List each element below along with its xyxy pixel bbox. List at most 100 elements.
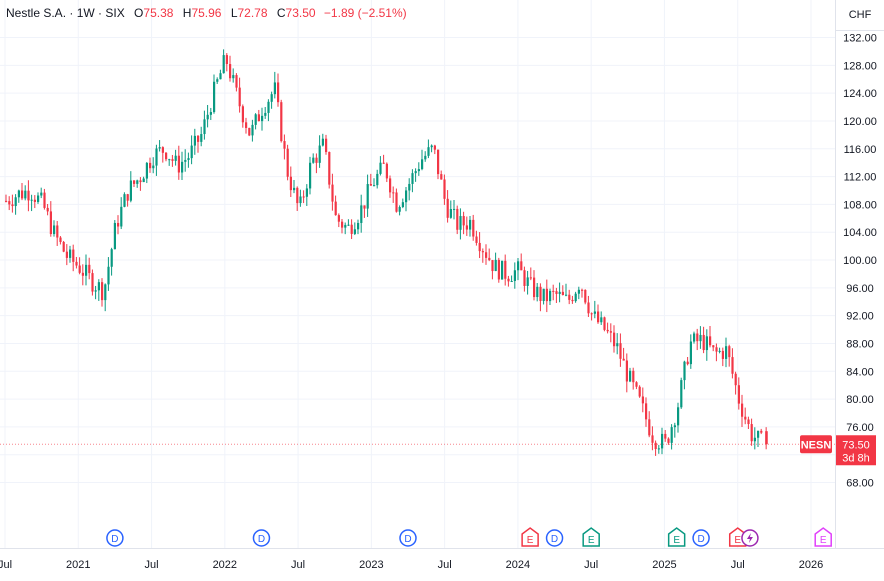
candle (501, 260, 504, 280)
candle (273, 71, 276, 99)
dividend-icon (106, 529, 124, 547)
candle (718, 347, 721, 354)
candle (302, 190, 305, 204)
candle (478, 232, 481, 259)
candle (104, 283, 107, 312)
earnings-marker[interactable]: E (582, 527, 600, 547)
candle (318, 135, 321, 168)
candle-body (635, 382, 638, 387)
time-axis[interactable]: Jul 2021 Jul 2022 Jul 2023 Jul 2024 Jul 2025 Jul 20… (0, 559, 823, 571)
dividend-marker[interactable]: D (545, 529, 564, 547)
candle (264, 106, 267, 119)
time-tick-label: 2026 (799, 559, 823, 571)
candle-body (312, 157, 315, 163)
candle (613, 325, 616, 353)
price-tick-label: 68.00 (846, 478, 874, 490)
candle (465, 216, 468, 236)
earnings-marker[interactable]: E (521, 527, 539, 547)
candle-body (424, 155, 427, 160)
dividend-marker[interactable]: D (399, 529, 417, 547)
candle (590, 312, 593, 321)
candle (670, 424, 673, 450)
time-tick-label: 2021 (66, 559, 90, 571)
candle-body (715, 347, 718, 352)
dividend-marker[interactable]: D (252, 529, 271, 547)
candle (741, 394, 744, 428)
candle (680, 377, 683, 409)
earnings-marker[interactable]: E (667, 527, 686, 547)
candle-body (568, 294, 571, 300)
candle-body (17, 190, 20, 198)
candle (347, 219, 350, 226)
candle-body (616, 343, 619, 347)
candle (321, 133, 324, 147)
currency-label[interactable]: CHF (836, 0, 884, 31)
candle-body (497, 259, 500, 280)
candle (725, 337, 728, 368)
candle (49, 201, 52, 237)
candle-body (40, 192, 43, 196)
candle (235, 73, 238, 92)
candle (712, 345, 715, 352)
earnings-marker[interactable]: E (814, 527, 832, 547)
candle (78, 257, 81, 275)
candle-body (574, 293, 577, 302)
candle-body (373, 185, 376, 187)
candle (545, 279, 548, 313)
price-axis[interactable]: 68.0072.0076.0080.0084.0088.0092.0096.00… (843, 33, 877, 490)
candle-body (750, 424, 753, 442)
candle (526, 270, 529, 295)
candles[interactable] (5, 49, 768, 456)
candle (136, 179, 139, 188)
candle-body (664, 433, 667, 439)
candle-body (481, 251, 484, 253)
candle-body (350, 224, 353, 234)
candle (577, 286, 580, 300)
candle (158, 140, 161, 152)
candle (107, 257, 110, 291)
candle-body (245, 122, 248, 128)
candle (88, 257, 91, 280)
candle (238, 77, 241, 113)
candle-body (472, 219, 475, 237)
candle (462, 211, 465, 235)
candle (529, 267, 532, 281)
candle-body (622, 358, 625, 361)
candle-body (325, 138, 328, 153)
candle (37, 192, 40, 204)
candle (75, 256, 78, 269)
candle (280, 99, 283, 143)
price-tick-label: 116.00 (844, 144, 877, 156)
candle-body (629, 370, 632, 382)
candle (705, 329, 708, 361)
candle-body (97, 282, 100, 291)
candle-body (187, 158, 190, 160)
candle-body (725, 346, 728, 359)
candle-body (565, 294, 568, 296)
symbol-title[interactable]: Nestle S.A. · 1W · SIX (6, 6, 125, 20)
candle-body (421, 159, 424, 170)
dividend-marker[interactable]: D (692, 529, 710, 547)
candle (296, 186, 299, 211)
dividend-icon (692, 529, 710, 547)
candle (181, 151, 184, 181)
candle-body (136, 180, 139, 184)
candle-body (277, 82, 280, 103)
dividend-marker[interactable]: D (106, 529, 124, 547)
symbol-legend: Nestle S.A. · 1W · SIX O75.38 H75.96 L72… (6, 6, 407, 20)
split-marker[interactable] (741, 529, 759, 547)
candle (389, 175, 392, 198)
candle-body (427, 147, 430, 156)
candle (616, 333, 619, 355)
candle-body (27, 190, 30, 201)
candle-body (501, 260, 504, 280)
candle-body (469, 219, 472, 230)
candle-body (494, 259, 497, 272)
candle-body (414, 171, 417, 174)
candle (40, 187, 43, 199)
close-value: 73.50 (285, 6, 316, 20)
